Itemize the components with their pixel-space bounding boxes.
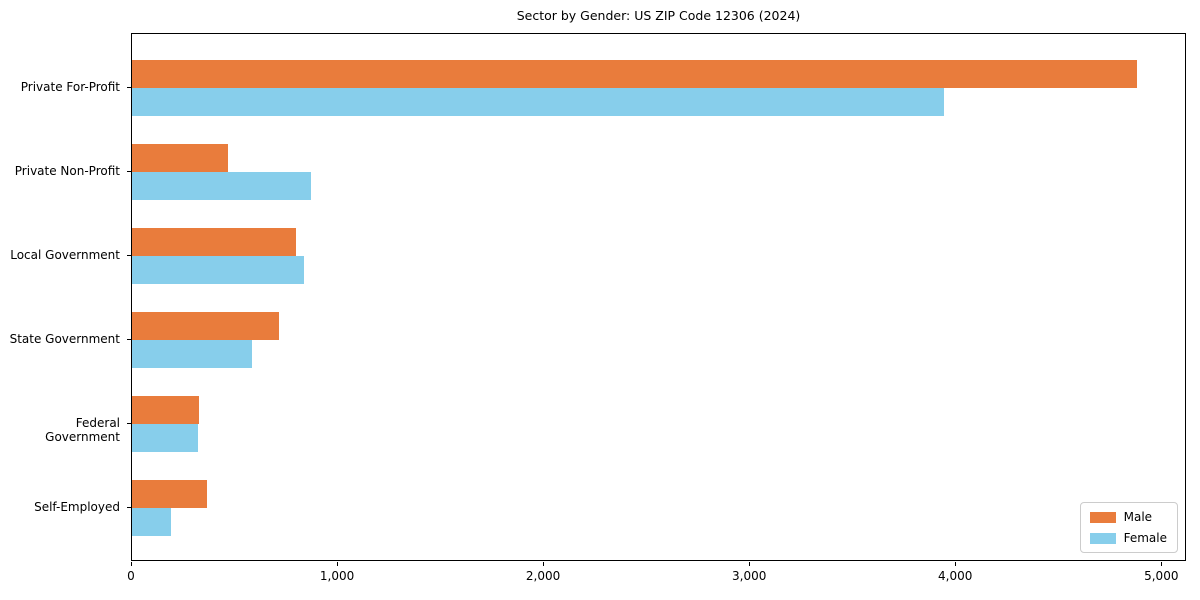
legend-label-male: Male: [1123, 510, 1153, 524]
x-tick-label-5-000: 5,000: [1144, 569, 1179, 583]
legend-entry-male: Male: [1089, 510, 1167, 524]
y-tick-label-private-for-profit: Private For-Profit: [20, 79, 120, 94]
x-tick-mark: [749, 562, 751, 566]
bar-female-local-government: [132, 255, 305, 284]
x-tick-mark: [131, 562, 132, 566]
chart-title: Sector by Gender: US ZIP Code 12306 (202…: [516, 8, 801, 23]
bar-male-local-government: [132, 227, 296, 256]
bar-female-private-for-profit: [132, 87, 944, 116]
x-tick-mark: [1161, 562, 1163, 566]
y-tick-label-self-employed: Self-Employed: [34, 500, 120, 515]
bar-male-federal-government: [132, 396, 199, 425]
bar-male-private-for-profit: [132, 59, 1137, 88]
y-tick-mark: [127, 507, 131, 509]
y-tick-mark: [127, 86, 131, 88]
x-tick-label-0: 0: [127, 569, 135, 583]
y-tick-label-federal-government: Federal Government: [45, 416, 120, 445]
legend-swatch-female: [1089, 532, 1116, 544]
bar-female-self-employed: [132, 508, 172, 537]
y-tick-mark: [127, 254, 131, 256]
x-tick-label-1-000: 1,000: [319, 569, 355, 583]
y-tick-label-private-non-profit: Private Non-Profit: [14, 163, 120, 178]
bar-male-self-employed: [132, 480, 208, 509]
x-tick-label-4-000: 4,000: [938, 569, 973, 583]
plot-area: Male Female: [131, 33, 1186, 561]
x-tick-label-2-000: 2,000: [525, 569, 561, 583]
y-tick-label-local-government: Local Government: [10, 247, 120, 262]
legend-label-female: Female: [1123, 531, 1167, 545]
bar-female-state-government: [132, 340, 252, 369]
x-tick-label-3-000: 3,000: [732, 569, 767, 583]
legend: Male Female: [1079, 502, 1178, 553]
bar-male-state-government: [132, 312, 280, 341]
bar-female-federal-government: [132, 424, 198, 453]
bar-female-private-non-profit: [132, 171, 312, 200]
legend-entry-female: Female: [1089, 531, 1167, 545]
bar-male-private-non-profit: [132, 143, 228, 172]
y-tick-mark: [127, 339, 131, 341]
y-tick-mark: [127, 170, 131, 172]
x-tick-mark: [955, 562, 957, 566]
y-tick-mark: [127, 423, 131, 425]
x-tick-mark: [543, 562, 545, 566]
y-tick-label-state-government: State Government: [9, 332, 120, 347]
legend-swatch-male: [1089, 511, 1116, 523]
x-tick-mark: [337, 562, 339, 566]
